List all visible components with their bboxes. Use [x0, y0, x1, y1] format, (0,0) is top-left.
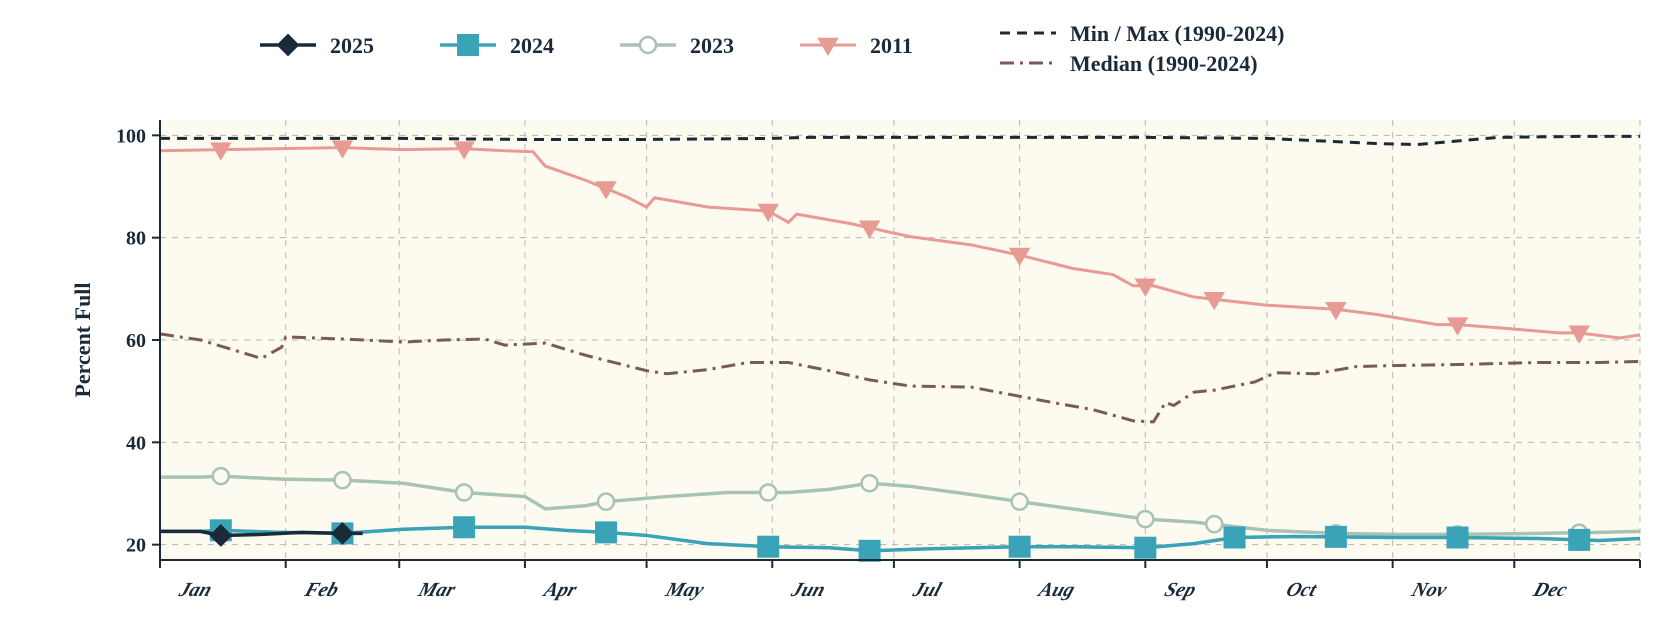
x-tick-label-group: Aug — [1034, 579, 1077, 600]
x-tick-label: Apr — [539, 579, 580, 600]
x-tick-label-group: Oct — [1283, 579, 1320, 600]
x-tick-label: Jul — [909, 579, 944, 600]
x-tick-label: Jun — [788, 579, 828, 600]
x-tick-label: Oct — [1283, 579, 1320, 600]
y-tick-label: 60 — [126, 330, 146, 352]
legend-label: 2025 — [330, 33, 374, 58]
x-tick-label-group: Jan — [175, 579, 214, 600]
reservoir-chart: 20 40 60 80 100 Percent Full Jan Feb Mar Apr May Ju… — [0, 0, 1680, 630]
x-tick-label-group: Jul — [909, 579, 944, 600]
legend-label: 2011 — [870, 33, 913, 58]
x-tick-label: Feb — [301, 579, 341, 600]
y-tick-label: 40 — [126, 432, 146, 454]
x-tick-label-group: Nov — [1408, 579, 1450, 600]
x-tick-label: Dec — [1530, 579, 1570, 600]
x-tick-label: Sep — [1162, 579, 1199, 600]
y-tick-label: 100 — [116, 125, 146, 147]
x-tick-label-group: Jun — [788, 579, 828, 600]
legend-label: Min / Max (1990-2024) — [1070, 21, 1284, 46]
x-tick-label: Aug — [1034, 579, 1077, 600]
x-tick-label: Nov — [1408, 579, 1450, 600]
x-tick-label: May — [662, 579, 707, 600]
x-tick-label-group: Apr — [539, 579, 580, 600]
x-tick-label-group: May — [662, 579, 707, 600]
y-axis-title: Percent Full — [70, 282, 95, 397]
x-tick-label-group: Sep — [1162, 579, 1199, 600]
y-tick-label: 20 — [126, 535, 146, 557]
x-tick-label: Mar — [415, 579, 459, 600]
legend-label: Median (1990-2024) — [1070, 51, 1258, 76]
x-tick-label: Jan — [175, 579, 214, 600]
x-tick-label-group: Feb — [301, 579, 341, 600]
legend-label: 2023 — [690, 33, 734, 58]
legend-label: 2024 — [510, 33, 554, 58]
x-tick-label-group: Mar — [415, 579, 459, 600]
x-tick-label-group: Dec — [1530, 579, 1570, 600]
y-tick-label: 80 — [126, 228, 146, 250]
